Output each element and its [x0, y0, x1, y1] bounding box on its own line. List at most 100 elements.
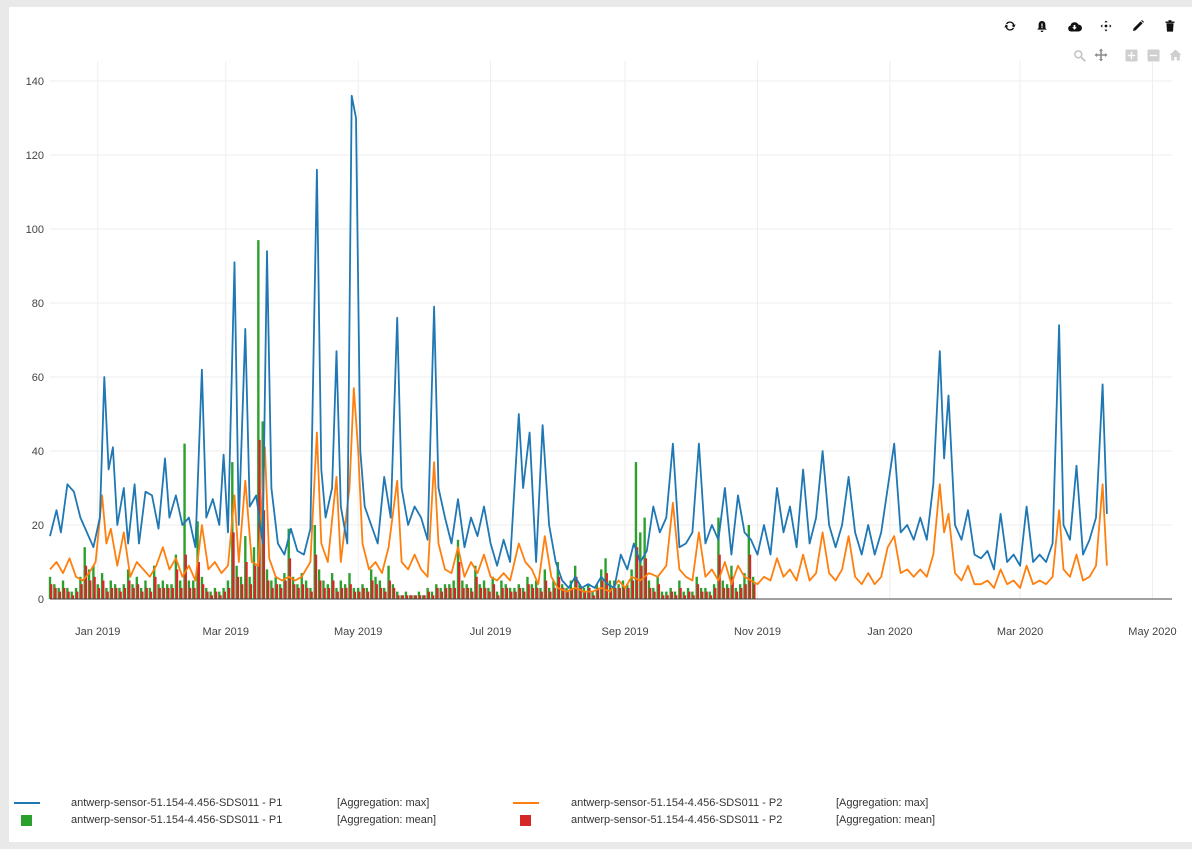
pan-icon[interactable] — [1090, 47, 1112, 63]
mean-bar — [227, 587, 231, 599]
mean-bar — [735, 591, 739, 599]
mean-bar — [201, 584, 205, 599]
mean-bar — [145, 587, 148, 599]
x-tick-label: Mar 2020 — [997, 626, 1043, 638]
mean-bar — [675, 595, 678, 599]
mean-bar — [336, 591, 339, 599]
mean-bar — [197, 562, 200, 599]
legend-line-swatch — [14, 802, 40, 804]
x-tick-label: Mar 2019 — [203, 626, 249, 638]
mean-bar — [275, 584, 279, 599]
mean-bar — [76, 591, 79, 599]
mean-bar — [162, 587, 166, 599]
mean-bar — [340, 587, 344, 599]
mean-bar — [549, 591, 552, 599]
mean-bar — [362, 587, 365, 599]
mean-bar — [418, 595, 422, 599]
mean-bar — [452, 580, 455, 599]
zoom-out-icon[interactable] — [1142, 47, 1164, 63]
mean-bar — [297, 587, 300, 599]
mean-bar — [662, 595, 665, 599]
mean-bar — [384, 591, 387, 599]
mean-bar — [497, 595, 500, 599]
mean-bar — [444, 587, 448, 599]
y-tick-label: 0 — [38, 594, 44, 606]
mean-bar — [552, 580, 555, 599]
mean-bar — [618, 587, 621, 599]
pencil-edit-icon[interactable] — [1122, 17, 1154, 35]
mean-bar — [313, 525, 316, 599]
x-tick-label: Jan 2020 — [867, 626, 912, 638]
mean-bars — [48, 240, 756, 599]
mean-bar — [709, 595, 713, 599]
x-tick-label: May 2019 — [334, 626, 382, 638]
mean-bar — [327, 587, 331, 599]
mean-bar — [540, 591, 543, 599]
mean-bar — [426, 587, 429, 599]
mean-bar — [605, 573, 608, 599]
legend-item-p1-mean[interactable]: antwerp-sensor-51.154-4.456-SDS011 - P1 … — [13, 814, 436, 828]
mean-bar — [644, 558, 648, 599]
refresh-icon[interactable] — [994, 17, 1026, 35]
mean-bar — [714, 587, 717, 599]
mean-bar — [634, 462, 638, 599]
legend-aggregation: [Aggregation: mean] — [337, 814, 437, 826]
mean-bar — [193, 587, 196, 599]
mean-bar — [375, 584, 378, 599]
mean-bar — [135, 576, 139, 599]
series-line-p2-max — [49, 387, 1108, 593]
mean-bar — [306, 587, 309, 599]
mean-bar — [214, 591, 218, 599]
zoom-icon[interactable] — [1068, 47, 1090, 63]
mean-bar — [249, 584, 253, 599]
legend-series-name: antwerp-sensor-51.154-4.456-SDS011 - P1 — [71, 797, 283, 809]
mean-bar — [206, 591, 209, 599]
mean-bar — [397, 595, 400, 599]
mean-bar — [579, 587, 582, 599]
legend-aggregation: [Aggregation: max] — [836, 797, 929, 809]
max-lines — [49, 94, 1108, 593]
mean-bar — [93, 576, 96, 599]
mean-bar — [514, 591, 517, 599]
legend-item-p1-max[interactable]: antwerp-sensor-51.154-4.456-SDS011 - P1 … — [13, 797, 429, 809]
trash-icon[interactable] — [1154, 17, 1186, 35]
mean-bar — [345, 587, 348, 599]
mean-bar — [119, 591, 122, 599]
mean-bar — [54, 587, 57, 599]
mean-bar — [58, 591, 62, 599]
series-line-p1-max — [49, 94, 1108, 589]
chart-actions-toolbar — [994, 17, 1186, 35]
chart-panel: 0 20 40 60 80 100 120 140 Jan 2019 Mar 2019 May 2… — [9, 7, 1192, 842]
mean-bar — [688, 591, 691, 599]
mean-bar — [210, 595, 213, 599]
move-arrows-icon[interactable] — [1090, 17, 1122, 35]
mean-bar — [128, 580, 131, 599]
legend-item-p2-mean[interactable]: antwerp-sensor-51.154-4.456-SDS011 - P2 … — [512, 814, 935, 828]
y-tick-label: 80 — [32, 298, 44, 310]
mean-bar — [440, 591, 444, 599]
mean-bar — [484, 587, 487, 599]
mean-bar — [245, 562, 248, 599]
mean-bar — [666, 595, 669, 599]
mean-bar — [596, 587, 600, 599]
y-axis-ticks: 0 20 40 60 80 100 120 140 — [26, 76, 44, 606]
cloud-download-icon[interactable] — [1058, 17, 1090, 35]
mean-bar — [180, 587, 183, 599]
mean-bar — [358, 591, 361, 599]
x-tick-label: Sep 2019 — [602, 626, 649, 638]
mean-bar — [449, 587, 452, 599]
mean-bar — [262, 510, 266, 599]
mean-bar — [534, 580, 538, 599]
mean-bar — [479, 587, 483, 599]
legend-item-p2-max[interactable]: antwerp-sensor-51.154-4.456-SDS011 - P2 … — [512, 797, 928, 809]
reset-axes-home-icon[interactable] — [1164, 47, 1186, 63]
zoom-in-icon[interactable] — [1120, 47, 1142, 63]
alert-bell-icon[interactable] — [1026, 17, 1058, 35]
legend-aggregation: [Aggregation: mean] — [836, 814, 936, 826]
y-tick-label: 20 — [32, 520, 44, 532]
mean-bar — [696, 584, 700, 599]
mean-bar — [132, 587, 135, 599]
mean-bar — [97, 587, 101, 599]
x-tick-label: May 2020 — [1128, 626, 1176, 638]
mean-bar — [501, 587, 504, 599]
